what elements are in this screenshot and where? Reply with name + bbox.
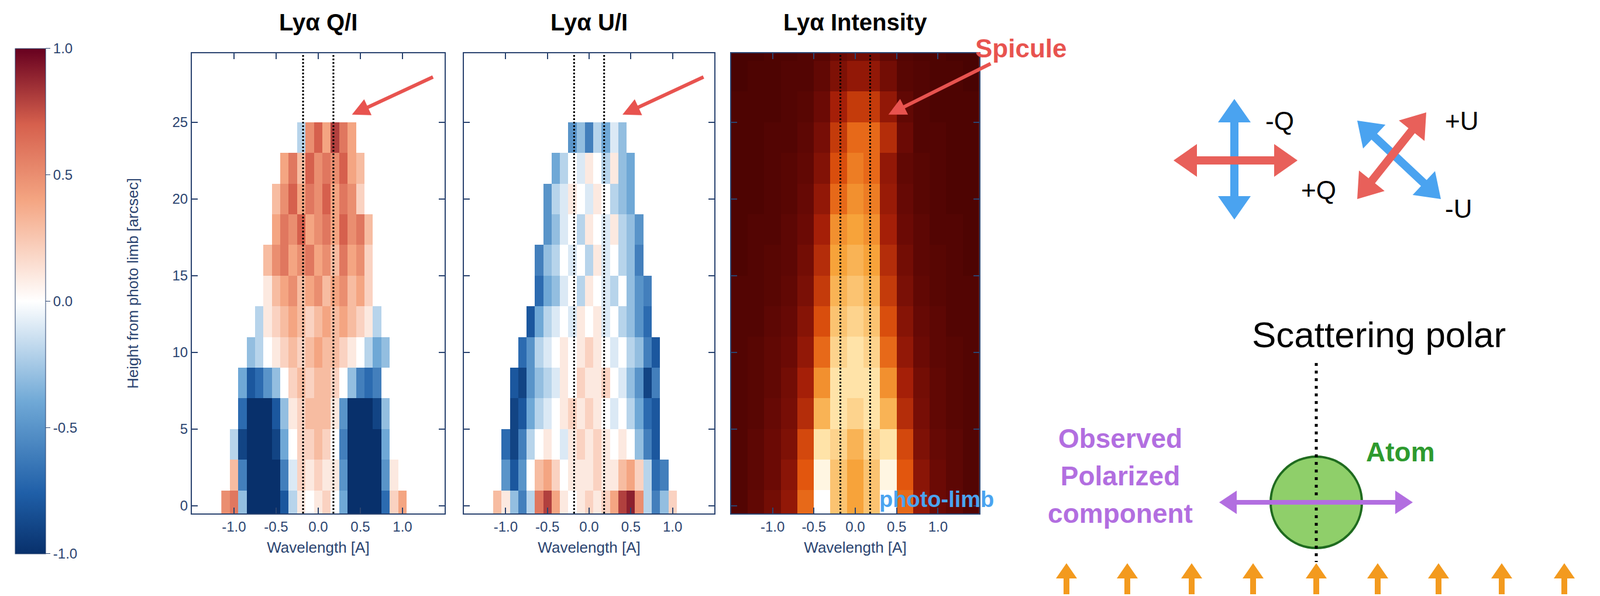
svg-text:-U: -U (1444, 194, 1472, 223)
svg-text:-1.0: -1.0 (221, 518, 246, 535)
svg-text:Lyα Q/I: Lyα Q/I (279, 9, 358, 36)
svg-text:Lyα Intensity: Lyα Intensity (783, 9, 928, 36)
svg-text:0.5: 0.5 (53, 166, 73, 183)
svg-text:component: component (1047, 497, 1193, 529)
svg-text:15: 15 (171, 267, 188, 284)
svg-text:0: 0 (180, 497, 188, 514)
svg-text:-0.5: -0.5 (535, 518, 560, 535)
svg-text:0.5: 0.5 (621, 518, 641, 535)
svg-text:0.0: 0.0 (579, 518, 599, 535)
svg-text:20: 20 (171, 190, 188, 207)
svg-text:Observed: Observed (1058, 422, 1183, 454)
svg-text:Spicule: Spicule (975, 33, 1068, 63)
svg-text:-1.0: -1.0 (493, 518, 518, 535)
svg-text:Wavelength [A]: Wavelength [A] (266, 538, 370, 556)
svg-text:+U: +U (1444, 106, 1479, 136)
svg-text:0.0: 0.0 (308, 518, 328, 535)
svg-text:+Q: +Q (1301, 175, 1337, 205)
svg-text:Wavelength [A]: Wavelength [A] (537, 538, 640, 556)
svg-text:0.5: 0.5 (350, 518, 370, 535)
svg-text:1.0: 1.0 (392, 518, 412, 535)
svg-text:-1.0: -1.0 (53, 545, 78, 562)
svg-text:25: 25 (171, 114, 188, 130)
svg-text:10: 10 (171, 343, 188, 360)
svg-text:Scattering polar: Scattering polar (1251, 314, 1506, 355)
svg-text:1.0: 1.0 (53, 40, 73, 57)
svg-text:1.0: 1.0 (928, 518, 948, 535)
svg-text:-0.5: -0.5 (263, 518, 288, 535)
svg-text:-0.5: -0.5 (802, 518, 827, 535)
svg-text:0.0: 0.0 (845, 518, 865, 535)
svg-text:Atom: Atom (1365, 436, 1436, 467)
svg-text:-Q: -Q (1265, 106, 1295, 136)
svg-text:photo-limb: photo-limb (879, 486, 994, 512)
svg-text:Polarized: Polarized (1060, 460, 1181, 491)
svg-text:0.5: 0.5 (886, 518, 907, 535)
svg-text:-1.0: -1.0 (760, 518, 785, 535)
svg-text:Height from photo limb [arcsec: Height from photo limb [arcsec] (124, 177, 142, 389)
svg-text:Wavelength [A]: Wavelength [A] (803, 538, 907, 556)
svg-text:Lyα U/I: Lyα U/I (550, 9, 628, 36)
svg-text:1.0: 1.0 (662, 518, 683, 535)
svg-text:-0.5: -0.5 (53, 419, 78, 436)
svg-text:0.0: 0.0 (53, 293, 73, 309)
svg-text:5: 5 (180, 420, 188, 437)
